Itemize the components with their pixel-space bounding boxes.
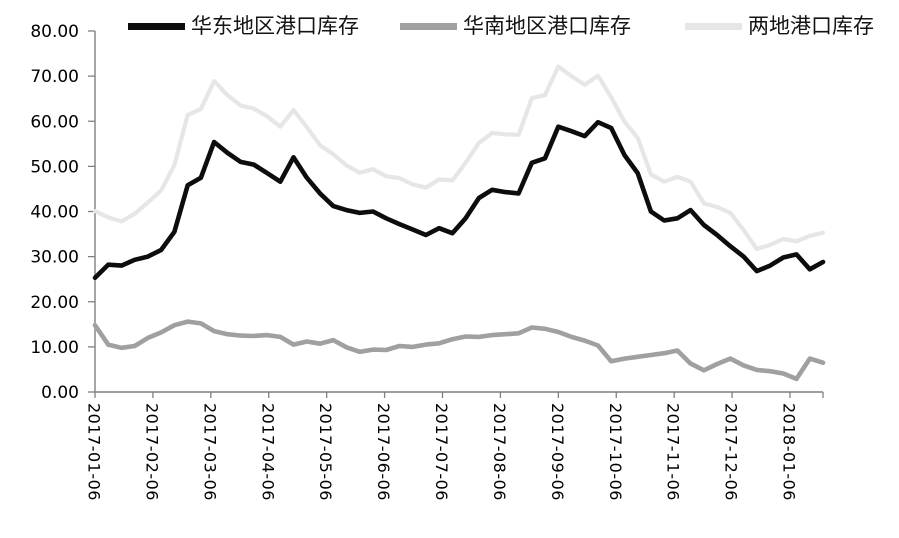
legend-swatch-south-china: [400, 22, 457, 30]
legend-item-south-china: 华南地区港口库存: [400, 13, 631, 39]
legend-label-combined: 两地港口库存: [748, 14, 874, 38]
x-axis-tick-label: 2017-07-06: [432, 403, 451, 501]
y-axis-tick-label: 0.00: [41, 383, 79, 403]
x-axis-tick-label: 2018-01-06: [780, 403, 799, 501]
y-axis-tick-label: 60.00: [30, 112, 79, 132]
legend-item-east-china: 华东地区港口库存: [128, 13, 359, 39]
y-axis-tick-label: 40.00: [30, 203, 79, 223]
x-axis-tick-label: 2017-09-06: [548, 403, 567, 501]
x-axis-tick-label: 2017-10-06: [606, 403, 625, 501]
legend-label-south-china: 华南地区港口库存: [463, 14, 631, 38]
x-axis-tick-label: 2017-08-06: [490, 403, 509, 501]
legend-swatch-east-china: [128, 22, 185, 30]
y-axis-tick-label: 10.00: [30, 338, 79, 358]
x-axis-tick-label: 2017-04-06: [258, 403, 277, 501]
x-axis-tick-label: 2017-03-06: [200, 403, 219, 501]
legend-label-east-china: 华东地区港口库存: [191, 14, 359, 38]
x-axis-tick-label: 2017-12-06: [722, 403, 741, 501]
y-axis-tick-label: 30.00: [30, 248, 79, 268]
series-line-south-china-inventory: [92, 319, 826, 382]
x-axis-tick-label: 2017-06-06: [374, 403, 393, 501]
y-axis-tick-label: 50.00: [30, 157, 79, 177]
x-axis-tick-label: 2017-02-06: [142, 403, 161, 501]
series-line-combined-inventory: [92, 64, 826, 252]
legend: 华东地区港口库存 华南地区港口库存 两地港口库存: [0, 0, 899, 40]
x-axis-tick-label: 2017-01-06: [85, 403, 104, 501]
x-axis-tick-label: 2017-05-06: [316, 403, 335, 501]
x-axis-tick-label: 2017-11-06: [664, 403, 683, 501]
legend-item-combined: 两地港口库存: [685, 13, 874, 39]
legend-swatch-combined: [685, 22, 742, 30]
series-line-east-china-inventory: [92, 119, 826, 281]
y-axis-tick-label: 20.00: [30, 293, 79, 313]
y-axis-tick-label: 80.00: [30, 22, 79, 42]
y-axis-tick-label: 70.00: [30, 67, 79, 87]
